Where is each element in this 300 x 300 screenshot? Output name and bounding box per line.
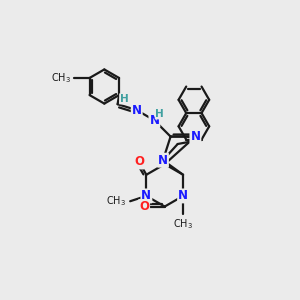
Text: H: H <box>120 94 128 104</box>
Text: O: O <box>134 155 144 169</box>
Text: O: O <box>139 200 149 213</box>
Text: N: N <box>141 189 152 203</box>
Text: H: H <box>155 109 164 119</box>
Text: CH$_3$: CH$_3$ <box>106 194 126 208</box>
Text: N: N <box>178 189 188 203</box>
Text: N: N <box>149 114 159 127</box>
Text: N: N <box>132 103 142 117</box>
Text: CH$_3$: CH$_3$ <box>51 71 71 85</box>
Text: CH$_3$: CH$_3$ <box>173 217 193 231</box>
Text: N: N <box>190 130 200 143</box>
Text: N: N <box>158 154 168 167</box>
